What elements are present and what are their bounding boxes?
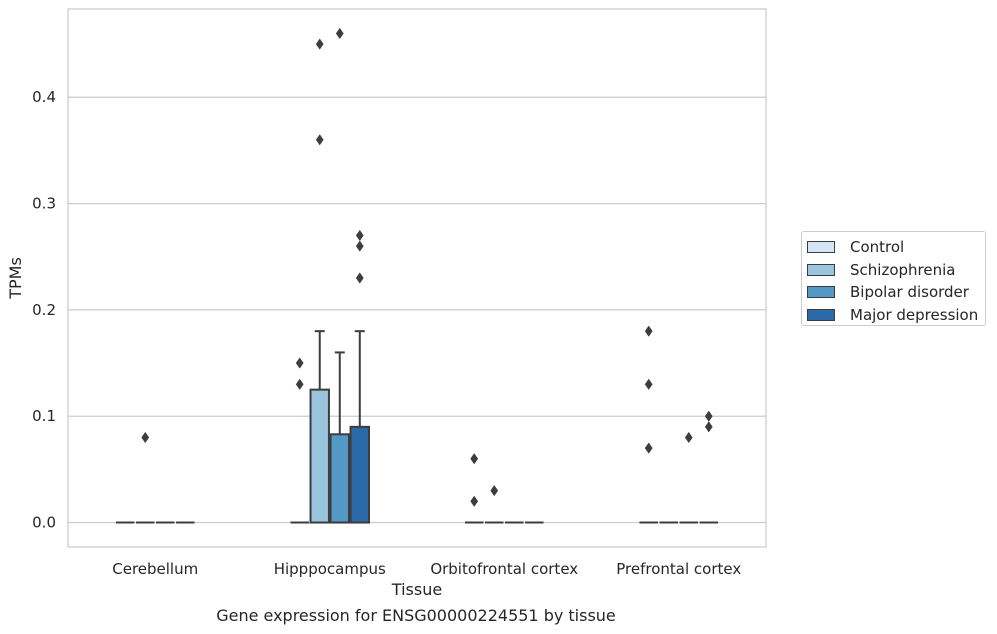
legend-swatch-bipolar-disorder [807,286,835,299]
box-body [329,433,350,524]
y-tick-label: 0.2 [32,301,56,319]
boxes [116,330,718,524]
legend-label: Major depression [850,305,979,324]
outlier-point [470,495,479,507]
legend-swatch-schizophrenia [807,263,835,276]
legend-label: Control [850,238,905,257]
outlier-point [470,453,479,465]
x-tick-label: Prefrontal cortex [616,560,741,578]
legend: Control Schizophrenia Bipolar disorder M… [801,231,986,326]
outlier-point [704,410,713,422]
legend-item-bipolar-disorder: Bipolar disorder [807,281,985,304]
box-2-1 [329,351,350,524]
outlier-point [355,272,364,284]
outlier-point [684,431,693,444]
outlier-point [704,421,713,433]
outlier-point [315,134,324,146]
outlier-point [355,240,364,252]
outlier-point [295,357,304,369]
y-tick-label: 0.4 [32,88,56,106]
legend-item-control: Control [807,236,985,259]
plot-area-frame [67,8,767,548]
box-3-1 [349,330,370,524]
box-1-1 [309,330,330,524]
y-tick-label: 0.3 [32,195,56,213]
outlier-point [315,38,324,50]
legend-swatch-major-depression [807,308,835,321]
outlier-point [141,431,150,444]
outlier-point [295,378,304,390]
outlier-points [141,27,713,507]
legend-item-major-depression: Major depression [807,304,985,327]
outlier-point [490,485,499,497]
outlier-point [644,378,653,390]
legend-label: Schizophrenia [850,260,956,279]
x-tick-label: Cerebellum [112,560,198,578]
y-tick-labels: 0.0 0.1 0.2 0.3 0.4 [32,88,56,531]
legend-label: Bipolar disorder [850,283,969,302]
outlier-point [644,325,653,337]
box-body [349,425,370,524]
x-tick-label: Hipppocampus [274,560,386,578]
legend-item-schizophrenia: Schizophrenia [807,259,985,282]
figure-caption: Gene expression for ENSG00000224551 by t… [216,606,616,625]
outlier-point [644,442,653,454]
y-tick-label: 0.0 [32,514,56,532]
box-body [309,388,330,524]
outlier-point [335,27,344,40]
grid-lines [68,96,766,524]
x-tick-labels: Cerebellum Hipppocampus Orbitofrontal cort… [112,560,741,578]
legend-swatch-control [807,241,835,254]
y-axis-label: TPMs [6,257,25,300]
outlier-point [355,229,364,242]
x-axis-label: Tissue [391,580,442,599]
y-tick-label: 0.1 [32,407,56,425]
x-tick-label: Orbitofrontal cortex [430,560,578,578]
